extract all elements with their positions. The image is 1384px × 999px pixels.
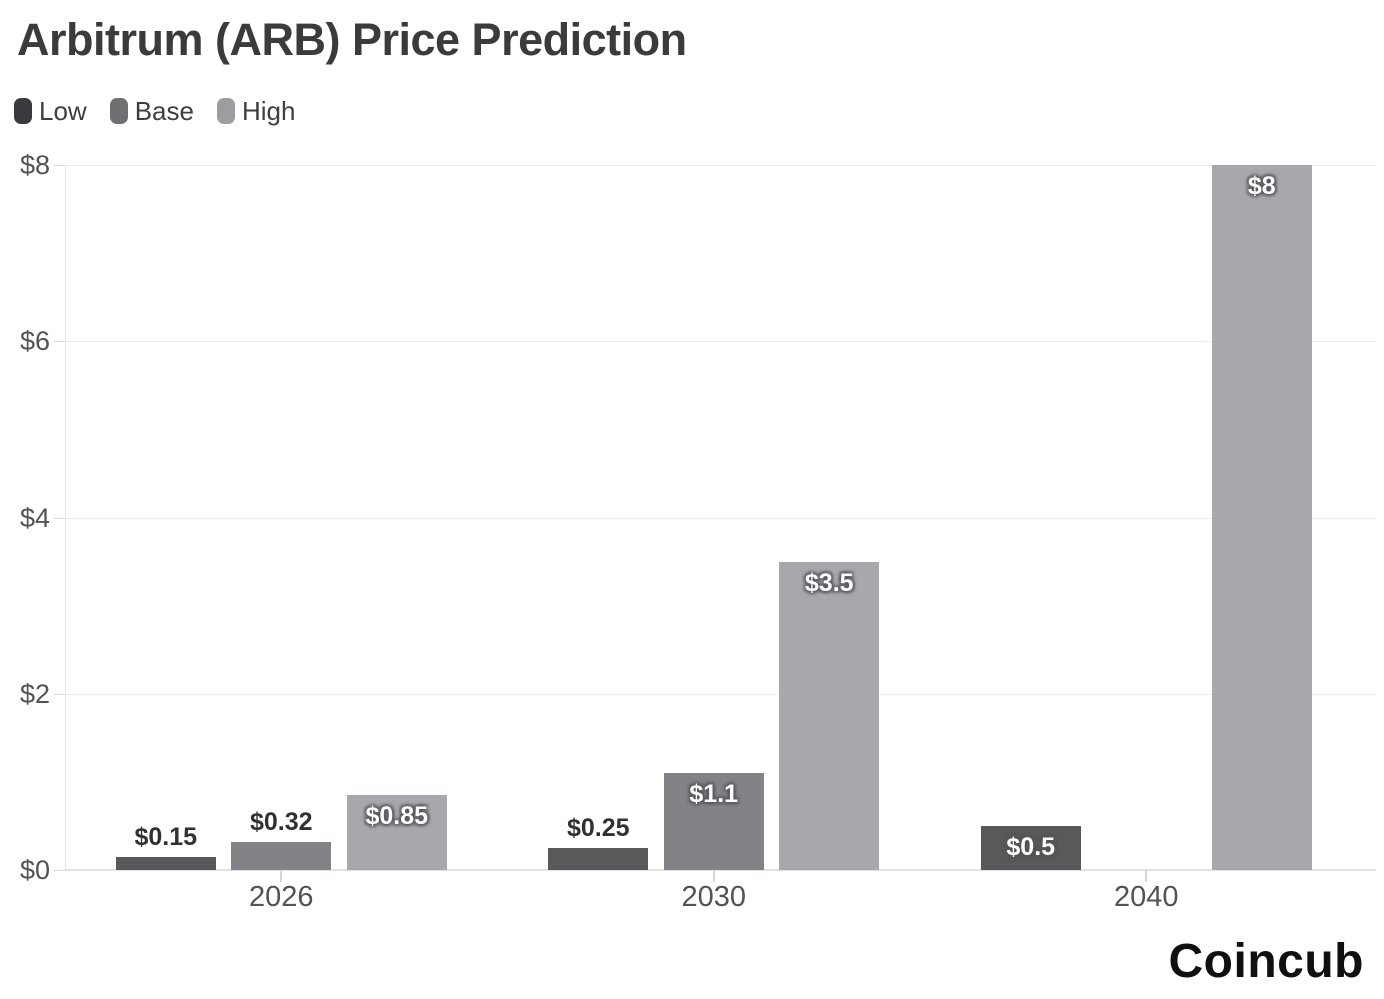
legend-item-low: Low [14,98,87,124]
x-axis-line [65,869,1376,871]
x-axis-label: 2040 [1113,881,1179,913]
bar-value-label: $8 [1247,172,1276,200]
y-axis-label: $0 [19,855,50,885]
brand-logo: Coincub [1168,935,1364,988]
x-axis-label: 2026 [248,881,314,913]
bar-base-2026 [231,841,332,870]
bar-value-label: $3.5 [804,568,854,597]
y-axis-tick [54,165,65,166]
bar-value-label: $1.1 [689,780,739,809]
gridline [65,693,1376,695]
legend-item-high: High [216,96,296,126]
chart-title: Arbitrum (ARB) Price Prediction [17,14,687,65]
bar-value-label: $0.15 [134,822,198,851]
bar-base-2030 [663,773,764,870]
bar-low-2030 [548,847,649,870]
gridline [65,517,1376,519]
legend-label: Low [39,96,87,126]
bar-high-2040 [1211,165,1312,870]
legend-item-base: Base [109,96,194,126]
bar-low-2040 [980,825,1081,870]
y-axis-label: $4 [19,502,50,533]
y-axis-tick [54,693,65,695]
x-axis-tick [712,870,715,882]
legend-swatch-low [14,98,32,124]
bar-value-label: $0.25 [566,813,630,842]
bar-value-label: $0.5 [1006,832,1056,861]
x-axis-tick [1145,870,1148,882]
legend-label: Base [134,96,194,126]
bar-high-2030 [779,561,880,870]
y-axis-tick [54,870,65,871]
y-axis-tick [54,517,65,519]
gridline [65,165,1376,166]
x-axis-tick [280,870,283,882]
bar-value-label: $0.85 [365,802,429,831]
legend: Low Base High [14,98,295,124]
y-axis-tick [54,341,65,343]
y-axis-label: $8 [19,150,50,180]
bar-high-2026 [346,795,447,870]
bar-value-label: $0.32 [249,807,313,836]
x-axis-label: 2030 [681,881,746,913]
gridline [65,341,1376,343]
legend-swatch-base [109,98,128,124]
bar-low-2026 [115,856,216,870]
legend-label: High [241,96,296,126]
y-axis-label: $2 [19,678,50,709]
y-axis-label: $6 [19,326,50,357]
legend-swatch-high [216,98,235,124]
